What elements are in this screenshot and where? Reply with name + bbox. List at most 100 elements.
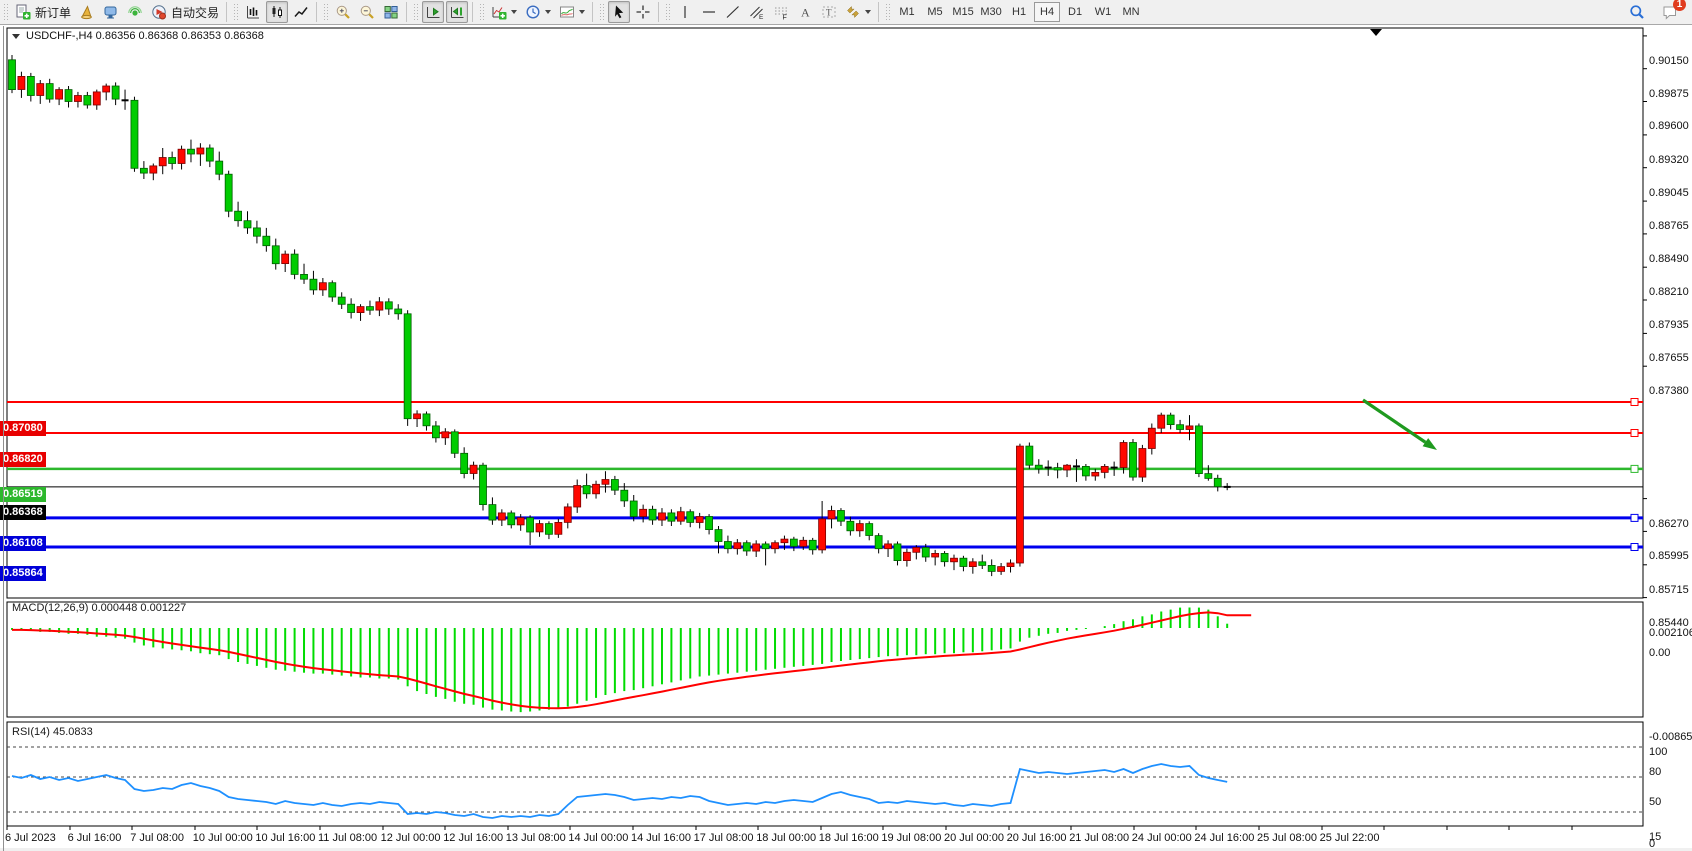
tile-windows-button[interactable] xyxy=(380,1,402,23)
time-axis-label: 25 Jul 22:00 xyxy=(1319,832,1380,844)
toolbar-drag-handle[interactable] xyxy=(599,3,605,21)
line-chart-button[interactable] xyxy=(290,1,312,23)
periods-button[interactable] xyxy=(522,1,554,23)
shift-marker-icon[interactable] xyxy=(1370,29,1382,36)
toolbar-drag-handle[interactable] xyxy=(413,3,419,21)
dropdown-arrow-icon[interactable] xyxy=(865,10,872,14)
cursor-icon xyxy=(615,5,624,19)
vline-icon xyxy=(684,6,686,18)
new-order-button[interactable]: 新订单 xyxy=(12,1,74,23)
candles-icon xyxy=(272,6,283,18)
dropdown-arrow-icon[interactable] xyxy=(579,10,586,14)
chevron-down-icon[interactable] xyxy=(12,33,20,39)
tf-d1-button[interactable]: D1 xyxy=(1068,6,1083,18)
toolbar-drag-handle[interactable] xyxy=(665,3,671,21)
zoom-in-button[interactable] xyxy=(332,1,354,23)
trend-arrow[interactable] xyxy=(1362,398,1437,450)
time-axis-label: 10 Jul 16:00 xyxy=(255,832,316,844)
time-axis-label: 11 Jul 08:00 xyxy=(318,832,378,844)
bar-chart-button[interactable] xyxy=(242,1,264,23)
vertical-line-button[interactable] xyxy=(674,1,696,23)
label-button[interactable]: T xyxy=(818,1,840,23)
dropdown-arrow-icon[interactable] xyxy=(545,10,552,14)
tf-h4-button[interactable]: H4 xyxy=(1034,2,1061,22)
bottom-strip xyxy=(0,848,1692,851)
toolbar-separator xyxy=(472,2,474,22)
channel-button[interactable]: E xyxy=(746,1,768,23)
price-axis-label: 0.90150 xyxy=(1649,54,1689,67)
bar-chart-icon xyxy=(247,6,260,19)
time-axis-label: 18 Jul 00:00 xyxy=(756,832,817,844)
tf-m1-button[interactable]: M1 xyxy=(899,6,915,18)
price-axis-label: 0.88765 xyxy=(1649,220,1689,233)
tf-h1-button[interactable]: H1 xyxy=(1012,6,1027,18)
templates-button[interactable] xyxy=(556,1,588,23)
price-axis-label: 0.87655 xyxy=(1649,352,1689,365)
price-axis-label: 0.89600 xyxy=(1649,120,1689,133)
horizontal-lines[interactable] xyxy=(7,398,1643,551)
zoom-out-icon xyxy=(360,5,374,19)
macd-axis-label: 0.002106 xyxy=(1649,626,1692,639)
trendline-button[interactable] xyxy=(722,1,744,23)
signals-button[interactable] xyxy=(124,1,146,23)
shift-chart-icon xyxy=(451,7,464,18)
dropdown-arrow-icon[interactable] xyxy=(511,10,518,14)
toolbar-drag-handle[interactable] xyxy=(479,3,485,21)
text-button[interactable]: A xyxy=(794,1,816,23)
tf-w1-button[interactable]: W1 xyxy=(1094,6,1112,18)
time-axis-label: 14 Jul 16:00 xyxy=(631,832,691,844)
toolbar-drag-handle[interactable] xyxy=(233,3,239,21)
toolbar: 新订单 自动交易 E F A T M1 M5 M15 M30 H1 H4 D1 W1 MN 1 xyxy=(0,0,1692,25)
toolbar-drag-handle[interactable] xyxy=(885,3,891,21)
tf-m5-button[interactable]: M5 xyxy=(927,6,943,18)
time-axis-label: 17 Jul 08:00 xyxy=(693,832,754,844)
time-axis-label: 10 Jul 00:00 xyxy=(192,832,253,844)
arrows-button[interactable] xyxy=(842,1,874,23)
arrows-icon xyxy=(847,5,859,19)
notifications-button[interactable]: 1 xyxy=(1659,0,1686,23)
new-chart-button[interactable] xyxy=(76,1,98,23)
chart-shift-button[interactable] xyxy=(446,1,469,23)
crosshair-icon xyxy=(636,5,650,19)
price-axis-label: 0.87935 xyxy=(1649,319,1689,332)
new-order-button-label: 新订单 xyxy=(35,5,72,20)
toolbar-drag-handle[interactable] xyxy=(3,3,8,21)
new-chart-icon xyxy=(81,5,92,20)
macd-signal-line xyxy=(12,611,1252,710)
svg-text:A: A xyxy=(801,6,810,20)
indicators-button[interactable] xyxy=(488,1,520,23)
time-axis-label: 25 Jul 08:00 xyxy=(1257,832,1317,844)
chart-canvas[interactable] xyxy=(0,26,1692,851)
search-button[interactable] xyxy=(1626,1,1648,23)
toolbar-drag-handle[interactable] xyxy=(323,3,329,21)
tf-mn-button[interactable]: MN xyxy=(1122,6,1140,18)
crosshair-button[interactable] xyxy=(632,1,654,23)
line-handle xyxy=(1630,513,1639,522)
price-tag: 0.86368 xyxy=(0,505,46,521)
time-axis-label: 13 Jul 08:00 xyxy=(505,832,566,844)
auto-scroll-button[interactable] xyxy=(422,1,445,23)
profiles-button[interactable] xyxy=(100,1,122,23)
horizontal-line-button[interactable] xyxy=(698,1,720,23)
time-axis-label: 7 Jul 08:00 xyxy=(130,832,185,844)
price-tag: 0.86519 xyxy=(0,487,46,503)
label-icon: T xyxy=(822,6,836,18)
svg-text:T: T xyxy=(826,8,832,18)
price-axis-label: 0.88210 xyxy=(1649,286,1689,299)
candlestick-button[interactable] xyxy=(266,1,289,23)
tf-m30-button[interactable]: M30 xyxy=(980,6,1002,18)
search-icon xyxy=(1630,5,1644,19)
toolbar-separator xyxy=(406,2,408,22)
tf-m15-button[interactable]: M15 xyxy=(952,6,974,18)
price-tag: 0.85864 xyxy=(0,565,46,581)
zoom-out-button[interactable] xyxy=(356,1,378,23)
time-axis-label: 18 Jul 16:00 xyxy=(818,832,879,844)
new-order-icon xyxy=(16,4,31,20)
auto-scroll-icon xyxy=(427,7,440,18)
cursor-button[interactable] xyxy=(608,1,631,23)
time-axis-label: 24 Jul 16:00 xyxy=(1194,832,1255,844)
fibonacci-button[interactable]: F xyxy=(770,1,792,23)
auto-trading-button[interactable]: 自动交易 xyxy=(148,1,222,23)
price-axis-label: 0.89045 xyxy=(1649,186,1689,199)
